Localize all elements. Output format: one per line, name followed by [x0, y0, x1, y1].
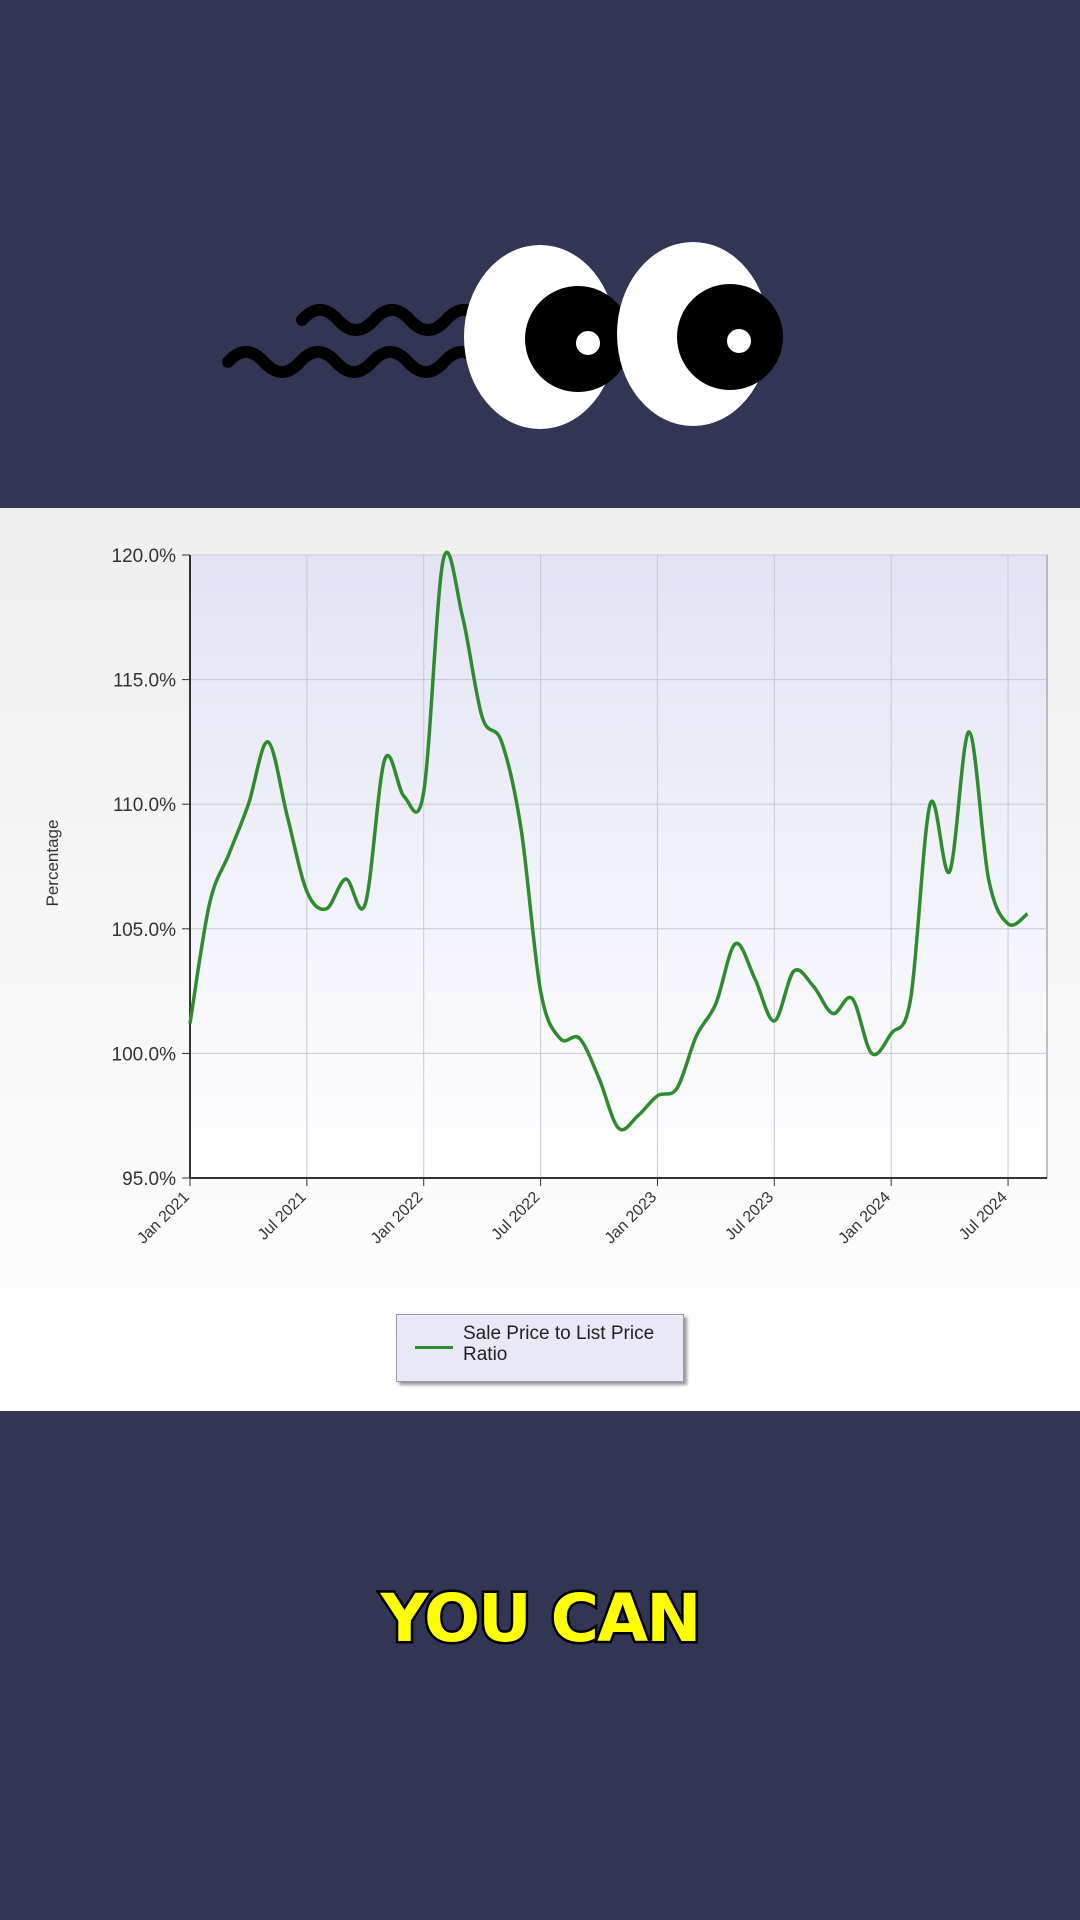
y-tick-label: 105.0%	[112, 920, 177, 941]
data-line	[188, 550, 1029, 1132]
glint	[576, 331, 600, 355]
legend-swatch	[415, 1346, 453, 1349]
y-axis-label: Percentage	[43, 820, 62, 907]
eyes-graphic	[222, 242, 783, 429]
squiggle	[222, 346, 486, 378]
y-tick-label: 120.0%	[112, 546, 177, 567]
plot-area	[189, 554, 1048, 1179]
chart: Percentage 95.0% 100.0% 105.0% 110.0% 115.0%…	[0, 508, 1080, 1411]
squiggle	[296, 304, 488, 336]
y-tick-label: 100.0%	[112, 1044, 177, 1065]
legend: Sale Price to List Price Ratio	[396, 1314, 684, 1382]
y-tick-label: 110.0%	[113, 795, 176, 816]
y-tick-label: 95.0%	[122, 1169, 176, 1190]
y-tick-label: 115.0%	[113, 671, 176, 692]
glint	[727, 329, 751, 353]
legend-label: Sale Price to List Price Ratio	[463, 1323, 655, 1365]
caption: YOU CAN	[378, 1578, 704, 1660]
